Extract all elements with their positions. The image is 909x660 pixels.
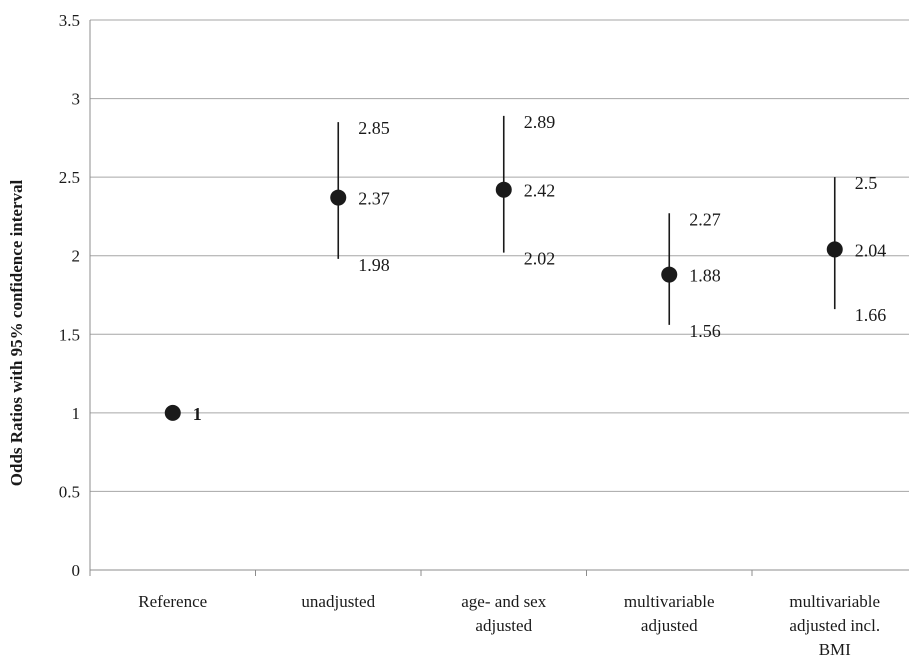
- point-value-label: 2.42: [524, 181, 556, 201]
- x-category-label-line: adjusted: [641, 616, 698, 635]
- point-value-label: 2.37: [358, 189, 390, 209]
- x-category-label: multivariable adjusted: [624, 592, 715, 635]
- x-category-label: age- and sex adjusted: [461, 592, 546, 635]
- lower-ci-label: 2.02: [524, 249, 556, 269]
- x-category-label-line: BMI: [819, 640, 851, 659]
- lower-ci-label: 1.66: [855, 305, 887, 325]
- data-point: [495, 181, 512, 198]
- category-labels: Reference unadjusted age- and sex adjustedm…: [138, 592, 880, 659]
- y-tick-label: 2: [72, 247, 81, 266]
- upper-ci-label: 2.27: [689, 209, 721, 229]
- y-tick-labels: 0 0.5 1 1.5 2 2.5 3 3.5: [59, 11, 80, 580]
- data-point: [661, 266, 678, 283]
- x-category-label: multivariable adjusted incl. BMI: [789, 592, 880, 659]
- point-value-label: 2.04: [855, 240, 887, 260]
- axes: [89, 20, 909, 576]
- data-point: [826, 241, 843, 258]
- x-category-label-line: multivariable: [789, 592, 880, 611]
- point-value-label: 1.88: [689, 266, 721, 286]
- x-category-label: Reference: [138, 592, 207, 611]
- upper-ci-label: 2.5: [855, 173, 878, 193]
- x-category-label-line: multivariable: [624, 592, 715, 611]
- x-category-label-line: adjusted: [475, 616, 532, 635]
- y-axis-title: Odds Ratios with 95% confidence interval: [7, 179, 26, 486]
- data-point: [164, 404, 181, 421]
- x-category-label-line: adjusted incl.: [789, 616, 880, 635]
- y-tick-label: 3.5: [59, 11, 80, 30]
- upper-ci-label: 2.85: [358, 118, 390, 138]
- point-value-label: 1: [193, 404, 202, 424]
- gridlines: [90, 19, 909, 492]
- y-tick-label: 0: [72, 561, 81, 580]
- x-category-label-line: unadjusted: [301, 592, 375, 611]
- data-marks: 1 2.85 1.98 2.37 2.89 2.02 2.42 2.27 1.56 1.88 2.5…: [164, 112, 887, 424]
- x-category-label-line: Reference: [138, 592, 207, 611]
- y-tick-label: 2.5: [59, 168, 80, 187]
- y-tick-label: 0.5: [59, 482, 80, 501]
- y-tick-label: 3: [72, 90, 81, 109]
- lower-ci-label: 1.56: [689, 321, 721, 341]
- data-point: [330, 189, 347, 206]
- x-category-label-line: age- and sex: [461, 592, 546, 611]
- lower-ci-label: 1.98: [358, 255, 390, 275]
- x-category-label: unadjusted: [301, 592, 375, 611]
- y-tick-label: 1.5: [59, 325, 80, 344]
- upper-ci-label: 2.89: [524, 112, 556, 132]
- y-tick-label: 1: [72, 404, 81, 423]
